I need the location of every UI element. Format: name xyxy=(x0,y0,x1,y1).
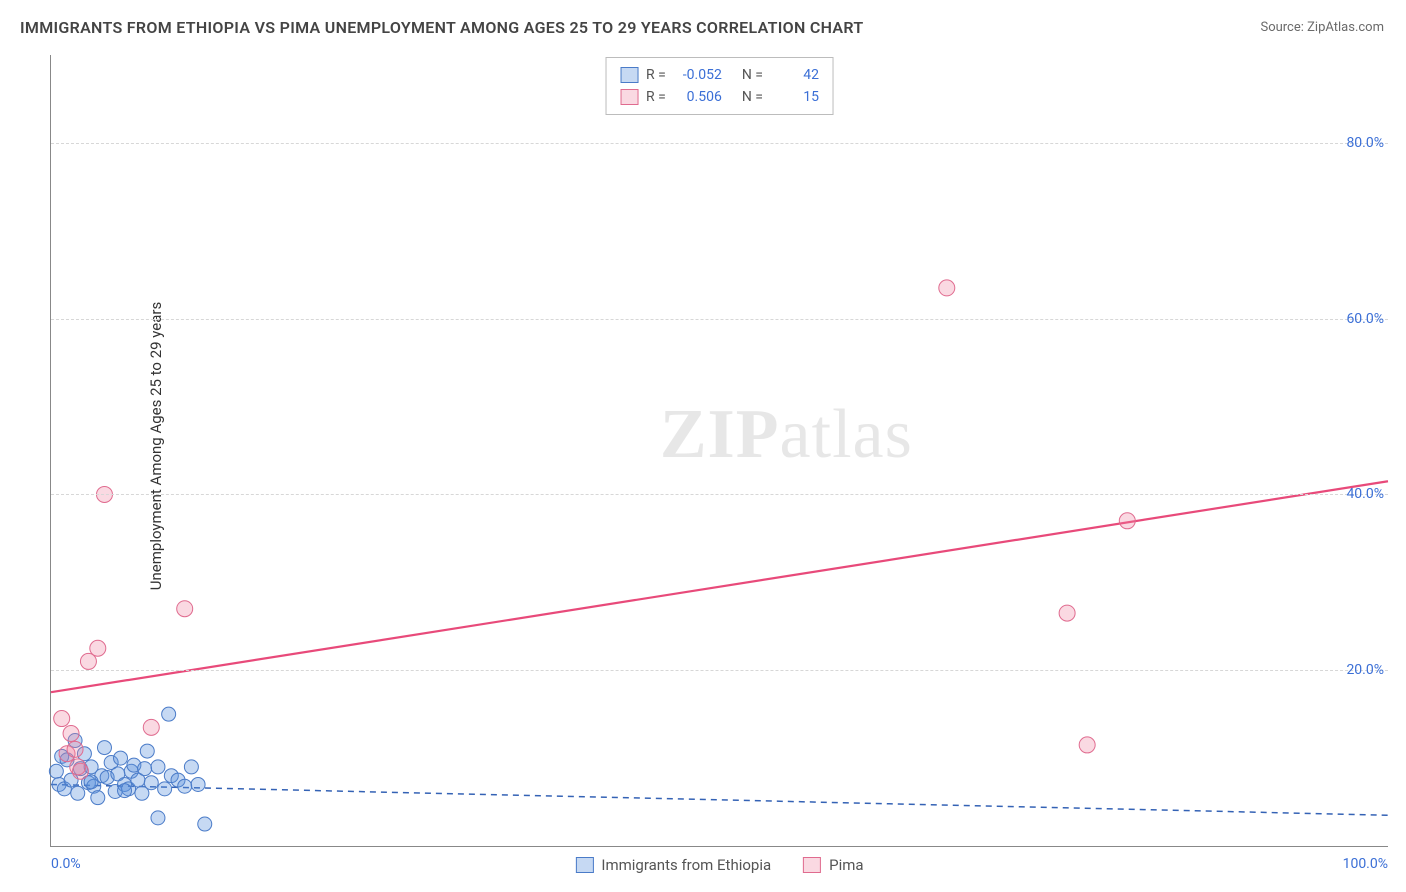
gridline xyxy=(51,143,1388,144)
data-point-ethiopia xyxy=(158,782,172,796)
chart-title: IMMIGRANTS FROM ETHIOPIA VS PIMA UNEMPLO… xyxy=(20,18,864,37)
data-point-ethiopia xyxy=(178,779,192,793)
data-point-ethiopia xyxy=(198,817,212,831)
source-attribution: Source: ZipAtlas.com xyxy=(1260,20,1384,35)
series-legend-item-ethiopia: Immigrants from Ethiopia xyxy=(575,856,771,874)
y-tick-label: 60.0% xyxy=(1346,311,1384,327)
data-point-pima xyxy=(1119,513,1135,529)
gridline xyxy=(51,670,1388,671)
data-point-ethiopia xyxy=(97,741,111,755)
legend-n-value: 15 xyxy=(775,86,819,108)
data-point-ethiopia xyxy=(151,811,165,825)
y-tick-label: 80.0% xyxy=(1346,135,1384,151)
stats-legend-row-pima: R = 0.506 N = 15 xyxy=(620,86,819,108)
data-point-pima xyxy=(1079,737,1095,753)
data-point-ethiopia xyxy=(151,760,165,774)
data-point-ethiopia xyxy=(114,751,128,765)
legend-r-value: 0.506 xyxy=(678,86,722,108)
x-tick-label: 0.0% xyxy=(51,856,81,872)
data-point-ethiopia xyxy=(49,764,63,778)
data-point-pima xyxy=(177,601,193,617)
data-point-pima xyxy=(54,711,70,727)
trend-line-pima xyxy=(51,481,1388,692)
legend-swatch-pima xyxy=(620,89,638,105)
data-point-ethiopia xyxy=(138,762,152,776)
data-point-pima xyxy=(70,759,86,775)
series-name: Immigrants from Ethiopia xyxy=(601,856,771,874)
legend-swatch-ethiopia xyxy=(575,857,593,873)
correlation-chart: IMMIGRANTS FROM ETHIOPIA VS PIMA UNEMPLO… xyxy=(0,0,1406,892)
data-point-ethiopia xyxy=(118,784,132,798)
legend-r-value: -0.052 xyxy=(678,64,722,86)
data-point-ethiopia xyxy=(184,760,198,774)
series-legend-item-pima: Pima xyxy=(803,856,863,874)
data-point-ethiopia xyxy=(71,786,85,800)
data-point-ethiopia xyxy=(191,777,205,791)
data-point-pima xyxy=(90,640,106,656)
legend-n-label: N = xyxy=(742,64,763,86)
plot-svg xyxy=(51,55,1388,846)
legend-swatch-pima xyxy=(803,857,821,873)
data-point-ethiopia xyxy=(140,744,154,758)
stats-legend-row-ethiopia: R = -0.052 N = 42 xyxy=(620,64,819,86)
legend-r-label: R = xyxy=(646,86,666,108)
series-name: Pima xyxy=(829,856,863,874)
trend-line-ethiopia xyxy=(51,784,1388,815)
x-tick-label: 100.0% xyxy=(1343,856,1388,872)
data-point-ethiopia xyxy=(91,791,105,805)
gridline xyxy=(51,319,1388,320)
stats-legend: R = -0.052 N = 42 R = 0.506 N = 15 xyxy=(605,57,834,115)
y-tick-label: 40.0% xyxy=(1346,486,1384,502)
data-point-pima xyxy=(143,719,159,735)
series-legend: Immigrants from Ethiopia Pima xyxy=(575,856,863,874)
data-point-pima xyxy=(63,726,79,742)
data-point-ethiopia xyxy=(162,707,176,721)
data-point-pima xyxy=(1059,605,1075,621)
legend-r-label: R = xyxy=(646,64,666,86)
y-tick-label: 20.0% xyxy=(1346,662,1384,678)
gridline xyxy=(51,494,1388,495)
legend-swatch-ethiopia xyxy=(620,67,638,83)
legend-n-label: N = xyxy=(742,86,763,108)
data-point-pima xyxy=(67,741,83,757)
legend-n-value: 42 xyxy=(775,64,819,86)
plot-area: ZIPatlas R =-0.052N =42R =0.506N =15 Imm… xyxy=(50,55,1388,847)
data-point-pima xyxy=(939,280,955,296)
data-point-ethiopia xyxy=(144,776,158,790)
